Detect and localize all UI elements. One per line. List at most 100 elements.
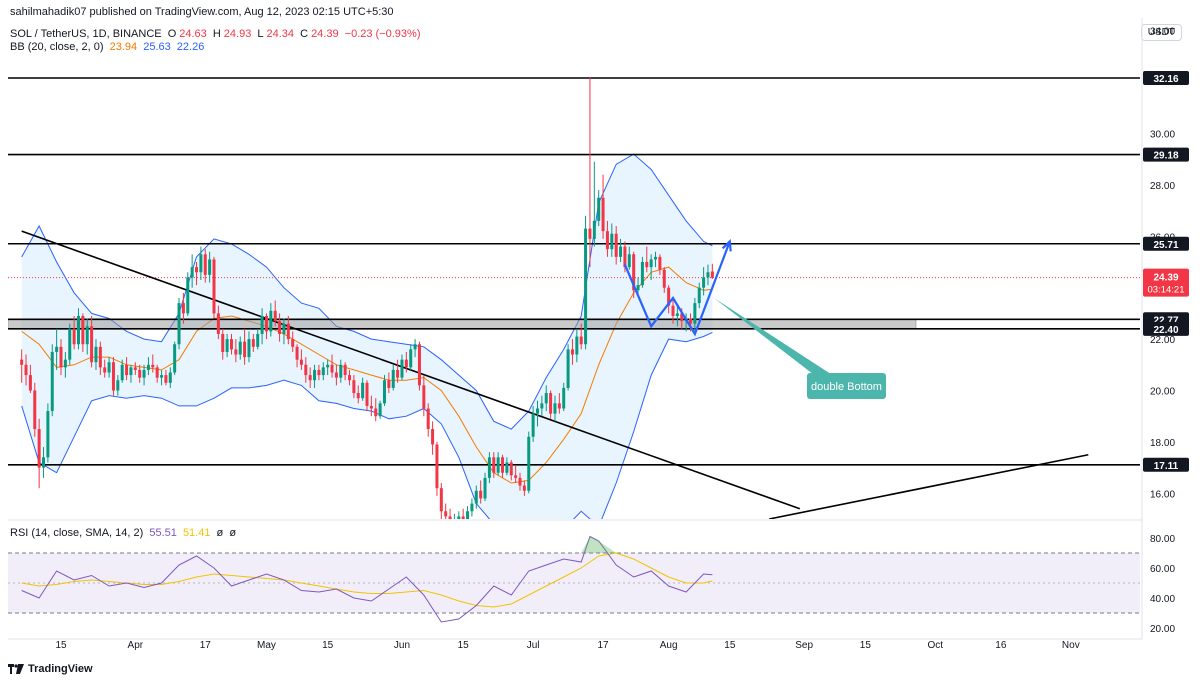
candle-body <box>518 477 522 486</box>
candle <box>435 441 439 496</box>
candle-body <box>649 259 653 268</box>
candle-body <box>151 364 155 368</box>
candle <box>352 375 356 399</box>
candle <box>400 354 404 381</box>
candle-body <box>348 375 352 381</box>
current-price-tag-price: 24.39 <box>1153 273 1178 284</box>
symbol-name[interactable]: SOL / TetherUS, 1D, BINANCE <box>10 28 162 40</box>
candle <box>667 285 671 314</box>
candle <box>697 282 701 309</box>
time-tick-label: Nov <box>1062 640 1080 651</box>
change-value: −0.23 (−0.93%) <box>344 28 421 40</box>
candle <box>396 359 400 383</box>
candle <box>514 465 518 484</box>
time-tick-label: 15 <box>55 640 67 651</box>
candle-body <box>20 359 24 365</box>
candle-body <box>391 369 395 388</box>
candle-body <box>396 369 400 378</box>
candle <box>461 508 465 519</box>
time-tick-label: 17 <box>200 640 212 651</box>
level-price-tag: 32.16 <box>1143 70 1189 85</box>
candle <box>579 323 583 350</box>
candle <box>168 367 172 388</box>
candle-body <box>619 246 623 257</box>
candle-body <box>496 457 500 473</box>
candle-body <box>164 375 168 383</box>
candle-body <box>199 254 203 273</box>
candle <box>59 339 63 376</box>
candle-body <box>146 364 150 370</box>
candle <box>614 226 618 265</box>
candle <box>164 369 168 386</box>
candle <box>278 313 282 342</box>
candle-body <box>282 323 286 334</box>
candle-body <box>55 346 59 352</box>
candle-body <box>562 387 566 409</box>
candle-body <box>168 372 172 383</box>
candle-body <box>640 262 644 286</box>
candle-body <box>501 457 505 473</box>
candle-body <box>632 254 636 291</box>
candle-body <box>238 341 242 355</box>
candle <box>251 333 255 352</box>
candle-body <box>588 228 592 239</box>
candle <box>640 256 644 288</box>
candle-body <box>479 490 483 499</box>
currency-button[interactable]: USDT <box>1140 24 1182 41</box>
rsi-label[interactable]: RSI (14, close, SMA, 14, 2) <box>10 527 144 539</box>
candle-body <box>540 403 544 409</box>
candle-body <box>557 403 561 409</box>
candle <box>540 395 544 417</box>
candle-body <box>98 346 102 368</box>
candle <box>225 333 229 358</box>
candle <box>308 367 312 388</box>
rsi-extra2: ø <box>229 527 237 539</box>
price-tick-label: 20.00 <box>1150 387 1175 398</box>
candle <box>55 328 59 370</box>
candle <box>575 328 579 363</box>
candle-body <box>544 393 548 404</box>
bb-label[interactable]: BB (20, close, 2, 0) <box>10 41 104 53</box>
candle <box>229 333 233 355</box>
candle <box>304 357 308 383</box>
candle <box>409 344 413 370</box>
candle-body <box>343 364 347 376</box>
time-tick-label: Sep <box>795 640 813 651</box>
candle <box>216 305 220 340</box>
level-price-tag: 29.18 <box>1143 147 1189 162</box>
candle <box>518 472 522 491</box>
current-price-tag-bg <box>1143 268 1189 297</box>
candle-body <box>273 310 277 322</box>
candle <box>46 403 50 463</box>
candle <box>562 382 566 412</box>
close-label: C <box>300 28 309 40</box>
callout-pointer <box>713 297 840 384</box>
candle-body <box>356 393 360 399</box>
candle <box>98 341 102 376</box>
candle <box>597 190 601 227</box>
rsi-sma-value: 51.41 <box>182 527 211 539</box>
candle-body <box>605 231 609 250</box>
candle-body <box>125 364 129 376</box>
candle <box>291 331 295 352</box>
candle <box>422 375 426 417</box>
candle-body <box>448 516 452 519</box>
rsi-tick-label: 20.00 <box>1150 624 1175 635</box>
candle-body <box>688 318 692 324</box>
level-price-tag: 25.71 <box>1143 236 1189 251</box>
candle-body <box>387 380 391 388</box>
candle <box>444 503 448 519</box>
candle-body <box>103 367 107 373</box>
candle <box>173 341 177 376</box>
candle <box>120 359 124 383</box>
candle-body <box>334 372 338 378</box>
candle-body <box>72 328 76 345</box>
level-tag-bg <box>1143 147 1189 162</box>
candle <box>649 254 653 280</box>
candle-body <box>610 233 614 250</box>
rsi-overbought-fill <box>581 536 617 553</box>
tradingview-logo[interactable]: TradingView <box>8 663 93 675</box>
candle <box>125 357 129 381</box>
